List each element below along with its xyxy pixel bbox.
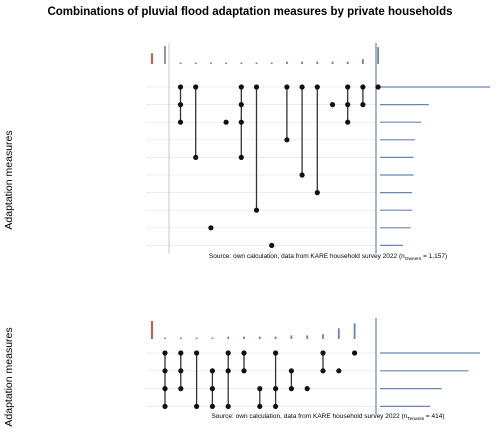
combination-dot [257,403,263,409]
combination-dot [269,242,275,248]
combination-dot [288,386,294,392]
source-note: Source: own calculation, data from KARE … [211,413,444,422]
combination-dot [177,84,184,90]
combination-dot [314,84,320,90]
combination-dot [225,350,231,356]
y-axis-label-owners: Adaptation measures [3,130,15,229]
combination-dot [178,350,184,356]
combination-dot [352,350,358,356]
combination-dot [162,350,168,356]
combination-dot [345,84,351,90]
combination-dot [223,119,229,125]
combination-dot [225,403,231,409]
combination-dot [284,137,290,143]
combination-dot [241,368,247,374]
source-note: Source: own calculation, data from KARE … [209,253,447,262]
combination-dot [177,119,184,125]
combination-dot [253,207,260,213]
combination-dot [257,386,263,392]
combination-dot [345,119,351,125]
combination-dot [320,368,326,374]
combination-dot [178,368,184,374]
combination-dot [209,368,215,374]
combination-dot [208,225,214,231]
combination-dot [336,368,342,374]
combination-dot [177,102,184,108]
chart-title: Combinations of pluvial flood adaptation… [47,6,452,18]
combination-dot [284,84,290,90]
combination-dot [238,84,244,90]
combination-dot [273,403,279,409]
combination-dot [241,350,247,356]
combination-dot [299,84,305,90]
combination-dot [238,154,244,160]
combination-dot [209,403,215,409]
combination-dot [314,190,320,196]
combination-dot [360,84,366,90]
combination-dot [288,368,294,374]
combination-dot [209,386,215,392]
combination-dot [178,386,184,392]
y-axis-label-tenants: Adaptation measures [3,327,15,426]
combination-dot [253,84,260,90]
combination-dot [329,102,336,108]
combination-dot [320,350,326,356]
combination-dot [375,84,381,90]
combination-dot [194,350,200,356]
combination-dot [345,102,351,108]
combination-dot [162,386,168,392]
combination-dot [193,154,199,160]
combination-dot [304,386,310,392]
combination-dot [162,403,168,409]
combination-dot [238,119,244,125]
combination-dot [360,102,366,108]
combination-dot [193,84,199,90]
combination-dot [162,368,168,374]
combination-dot [225,368,231,374]
combination-dot [273,350,279,356]
combination-dot [273,386,279,392]
combination-dot [238,102,244,108]
combination-dot [299,172,305,178]
combination-dot [194,403,200,409]
